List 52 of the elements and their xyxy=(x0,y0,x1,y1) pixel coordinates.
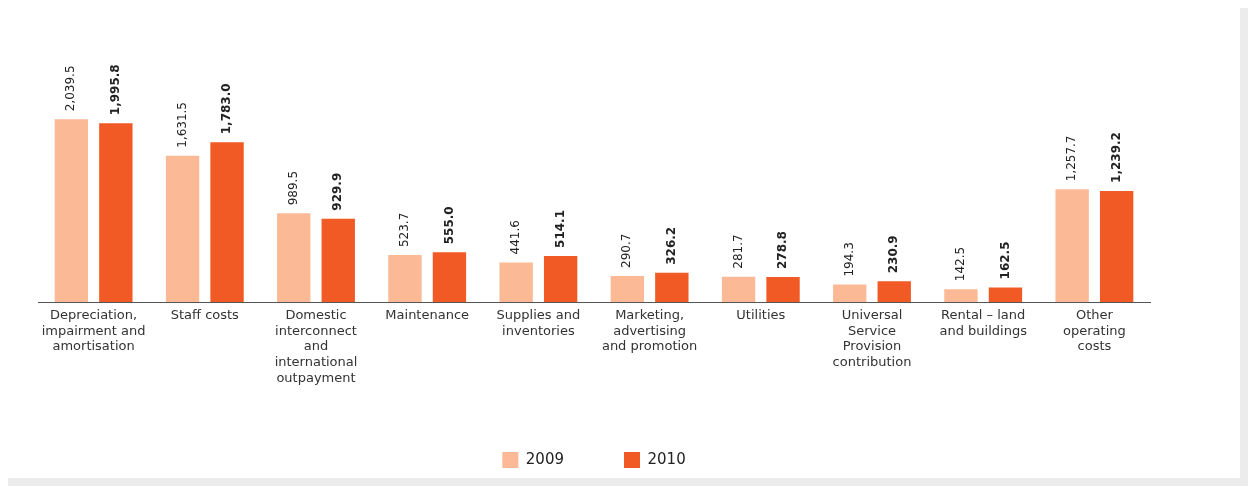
bar xyxy=(321,218,355,302)
x-tick-label: Maintenance xyxy=(385,307,470,323)
bar xyxy=(833,284,867,302)
bar xyxy=(543,255,578,302)
bar xyxy=(54,119,89,302)
data-label: 1,257.7 xyxy=(1064,135,1079,182)
data-label: 162.5 xyxy=(997,241,1012,280)
bar xyxy=(988,287,1023,302)
bar xyxy=(277,213,311,302)
bar xyxy=(877,281,911,302)
data-label: 929.9 xyxy=(330,172,345,211)
x-tick-label: Staff costs xyxy=(170,307,240,323)
bar xyxy=(1099,190,1134,302)
bar xyxy=(499,262,533,302)
data-label: 1,631.5 xyxy=(174,102,189,148)
bar xyxy=(210,142,244,302)
data-label: 514.1 xyxy=(552,209,567,248)
bar xyxy=(1055,189,1089,302)
data-label: 194.3 xyxy=(841,242,856,277)
data-label: 326.2 xyxy=(663,226,678,265)
x-tick-label: Other operating costs xyxy=(1063,307,1126,354)
x-tick-label: Utilities xyxy=(736,307,786,323)
data-label: 523.7 xyxy=(397,212,412,248)
data-label: 281.7 xyxy=(730,234,745,269)
data-label: 230.9 xyxy=(886,235,901,274)
data-label: 2,039.5 xyxy=(63,65,78,112)
data-label: 555.0 xyxy=(441,206,456,245)
x-tick-label: Marketing, advertising and promotion xyxy=(601,307,698,354)
bar xyxy=(388,255,422,302)
data-label: 441.6 xyxy=(508,220,523,255)
x-tick-label: Depreciation, impairment and amortisation xyxy=(41,307,146,354)
data-label: 1,995.8 xyxy=(107,64,122,116)
legend-label: 2009 xyxy=(525,449,565,468)
data-label: 142.5 xyxy=(953,246,968,282)
data-label: 1,239.2 xyxy=(1108,132,1123,183)
x-tick-label: Domestic interconnect and international outpayment xyxy=(274,307,358,385)
x-tick-label: Universal Service Provision contribution xyxy=(832,307,912,369)
bar xyxy=(432,252,467,302)
bar xyxy=(944,289,978,302)
bar xyxy=(655,272,689,302)
x-tick-label: Supplies and inventories xyxy=(496,307,581,338)
bar xyxy=(99,123,133,302)
x-tick-label: Rental – land and buildings xyxy=(939,307,1028,338)
bar xyxy=(766,277,800,302)
bar xyxy=(165,155,200,302)
legend-label: 2010 xyxy=(647,449,686,468)
data-label: 989.5 xyxy=(285,170,300,206)
data-label: 1,783.0 xyxy=(219,83,234,135)
data-label: 290.7 xyxy=(619,233,634,268)
bar xyxy=(721,276,756,302)
data-label: 278.8 xyxy=(775,231,790,270)
bar xyxy=(610,275,645,302)
